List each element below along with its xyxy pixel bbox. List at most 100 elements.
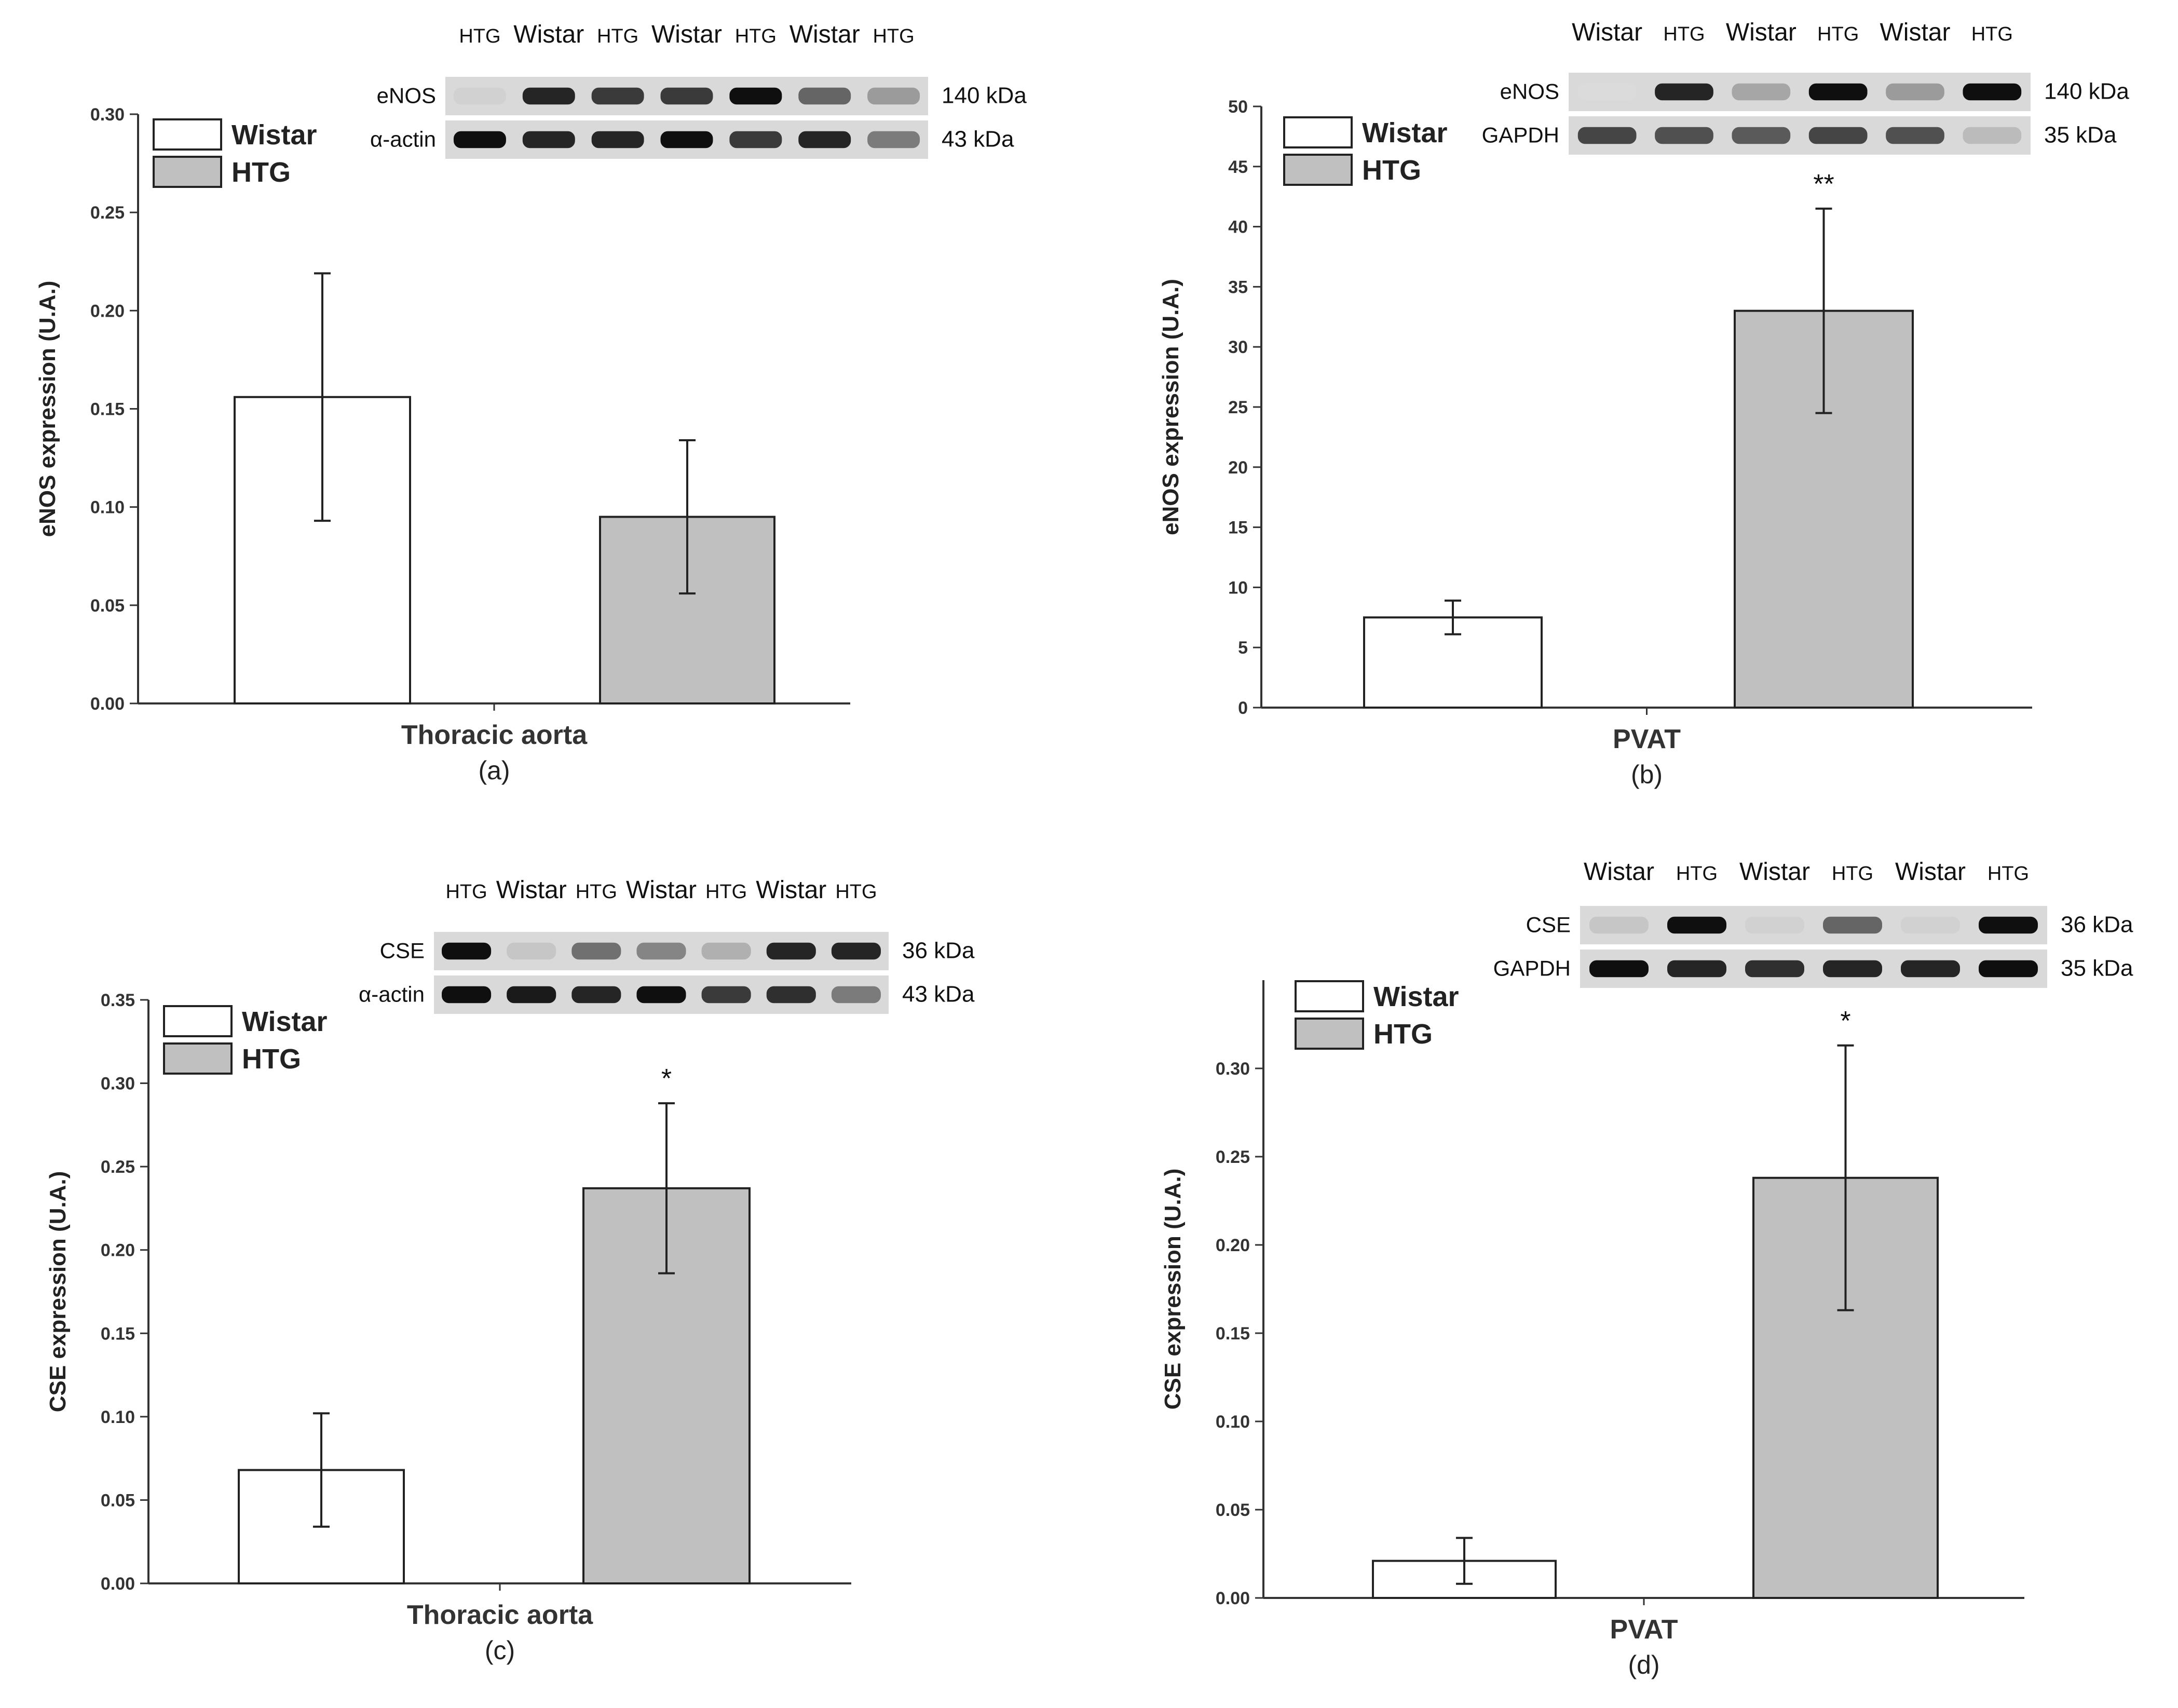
blot-lane-label: Wistar <box>626 876 697 904</box>
blot-band <box>1667 916 1726 934</box>
blot-band <box>1655 127 1713 144</box>
legend-label: Wistar <box>232 119 317 151</box>
y-tick-label: 0.20 <box>90 301 125 321</box>
legend: Wistar HTG <box>1295 980 1459 1050</box>
western-blot: Wistar HTG Wistar HTG Wistar HTG CSE 36 kDa GAPD… <box>1493 858 2133 988</box>
chart-panel-c: 0.00 0.05 0.10 0.15 0.20 0.25 0.30 0.35 * CSE exp… <box>45 876 975 1665</box>
blot-band <box>1808 127 1868 144</box>
y-tick-label: 35 <box>1228 277 1248 297</box>
blot-band <box>798 87 851 105</box>
panel-label: (d) <box>1628 1650 1659 1679</box>
blot-band <box>591 131 644 148</box>
blot-kda-label: 35 kDa <box>2044 122 2117 147</box>
blot-lane-label: HTG <box>705 881 747 903</box>
blot-band <box>766 942 816 960</box>
y-tick-label: 0.25 <box>101 1157 135 1177</box>
legend-swatch-htg <box>163 1042 233 1075</box>
x-axis-title: Thoracic aorta <box>407 1600 593 1630</box>
blot-band <box>1589 916 1649 934</box>
blot-kda-label: 36 kDa <box>2061 912 2133 937</box>
y-tick-label: 0.05 <box>90 596 125 616</box>
blot-lane-label: HTG <box>597 25 638 47</box>
y-tick-label: 10 <box>1228 578 1248 598</box>
blot-lane-label: Wistar <box>1895 858 1966 886</box>
blot-lane-label: HTG <box>576 881 617 903</box>
legend-swatch-wistar <box>1295 980 1364 1012</box>
legend-swatch-wistar <box>1283 116 1353 148</box>
blot-band <box>1667 960 1726 978</box>
blot-band <box>636 942 686 960</box>
blot-band <box>798 131 851 148</box>
chart-panel-b: 0 5 10 15 20 25 30 35 40 45 50 ** eNOS expression (U… <box>1158 19 2129 789</box>
y-tick-label: 45 <box>1228 157 1248 177</box>
blot-band <box>1901 916 1960 934</box>
blot-protein-label: CSE <box>380 938 425 963</box>
blot-band <box>867 87 920 105</box>
y-tick-label: 0.20 <box>101 1241 135 1260</box>
legend: Wistar HTG <box>163 1005 328 1075</box>
chart-panel-a: 0.00 0.05 0.10 0.15 0.20 0.25 0.30 eNOS express… <box>35 21 1027 785</box>
blot-lane-label: HTG <box>1663 23 1705 45</box>
blot-band <box>636 986 686 1004</box>
blot-lane-label: Wistar <box>1739 858 1810 886</box>
chart-panel-d: 0.00 0.05 0.10 0.15 0.20 0.25 0.30 * CSE express… <box>1160 858 2133 1679</box>
blot-lane-label: Wistar <box>1584 858 1654 886</box>
significance-marker: ** <box>1813 169 1834 199</box>
blot-protein-label: GAPDH <box>1493 956 1571 980</box>
y-axis-title: eNOS expression (U.A.) <box>1158 279 1183 535</box>
legend-label: HTG <box>1373 1019 1433 1050</box>
blot-strip <box>1580 906 2047 944</box>
blot-band <box>591 87 644 105</box>
legend-label: HTG <box>242 1043 301 1075</box>
blot-band <box>453 131 506 148</box>
y-tick-label: 0.10 <box>101 1407 135 1427</box>
legend-label: Wistar <box>1362 117 1448 148</box>
blot-band <box>1886 83 1944 101</box>
blot-kda-label: 36 kDa <box>902 938 975 963</box>
blot-kda-label: 43 kDa <box>942 126 1014 152</box>
legend-swatch-htg <box>1295 1018 1364 1050</box>
blot-band <box>507 942 556 960</box>
blot-lane-label: Wistar <box>1572 19 1642 46</box>
blot-lane-label: HTG <box>873 25 914 47</box>
blot-band <box>1577 127 1637 144</box>
blot-band <box>1979 960 2038 978</box>
panel-label: (c) <box>485 1636 515 1665</box>
panel-label: (a) <box>478 756 510 785</box>
blot-lane-label: Wistar <box>756 876 826 904</box>
blot-protein-label: CSE <box>1526 912 1571 937</box>
y-tick-label: 0.00 <box>1216 1589 1250 1608</box>
blot-band <box>1745 960 1804 978</box>
blot-band <box>1745 916 1804 934</box>
y-tick-label: 50 <box>1228 97 1248 117</box>
y-tick-label: 0.00 <box>90 694 125 714</box>
y-tick-label: 0.15 <box>1216 1324 1250 1344</box>
blot-lane-label: HTG <box>459 25 500 47</box>
blot-lane-label: Wistar <box>513 21 584 48</box>
blot-strip <box>1569 116 2031 155</box>
y-tick-label: 0.20 <box>1216 1236 1250 1255</box>
blot-lane-label: Wistar <box>789 21 860 48</box>
panel-label: (b) <box>1631 760 1663 789</box>
significance-marker: * <box>1840 1006 1850 1036</box>
blot-protein-label: eNOS <box>377 83 436 107</box>
blot-protein-label: eNOS <box>1500 79 1559 103</box>
blot-band <box>1963 83 2022 101</box>
blot-kda-label: 35 kDa <box>2061 955 2133 981</box>
blot-strip <box>1580 950 2047 988</box>
blot-lane-label: HTG <box>1676 863 1718 885</box>
legend-label: Wistar <box>1373 981 1459 1012</box>
y-tick-label: 0.05 <box>101 1490 135 1510</box>
blot-band <box>831 942 881 960</box>
y-tick-label: 40 <box>1228 218 1248 237</box>
blot-band <box>1823 916 1882 934</box>
y-tick-label: 0.30 <box>90 105 125 125</box>
blot-band <box>1808 83 1868 101</box>
blot-band <box>1732 83 1791 101</box>
blot-lane-label: HTG <box>1971 23 2013 45</box>
x-axis-title: Thoracic aorta <box>401 720 588 750</box>
blot-band <box>1901 960 1960 978</box>
blot-band <box>1577 83 1637 101</box>
blot-kda-label: 140 kDa <box>2044 78 2129 104</box>
